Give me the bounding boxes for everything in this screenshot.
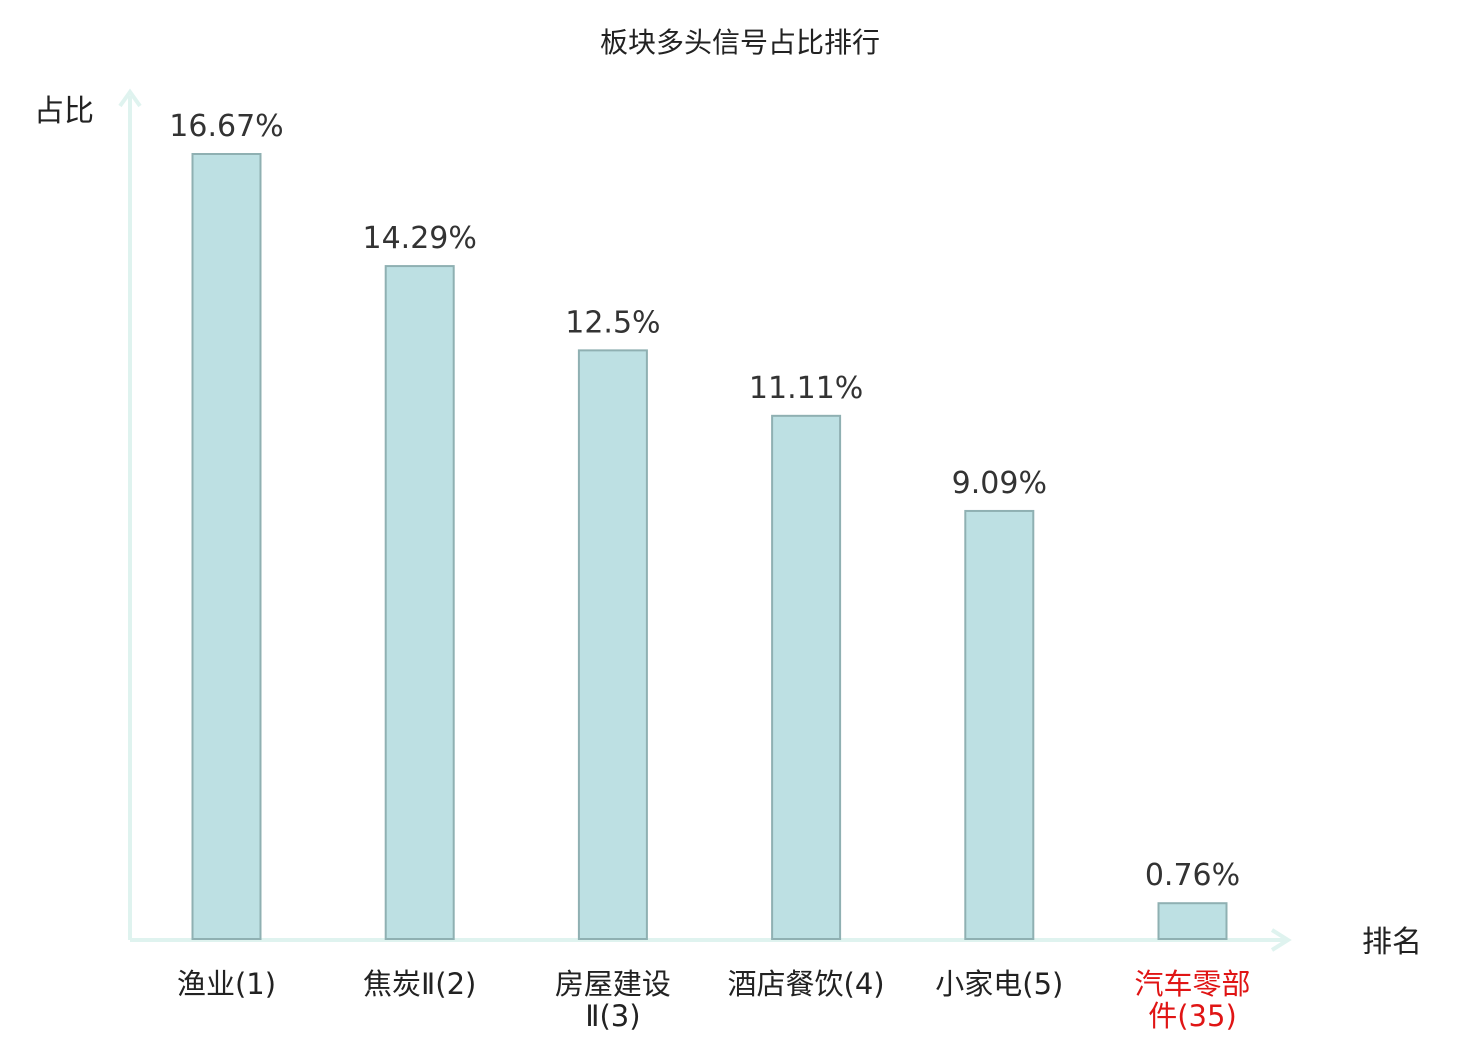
x-axis-label: 排名 [1362,925,1422,960]
bar-3 [577,349,648,940]
x-tick-label-2: 焦炭Ⅱ(2) [363,967,476,1001]
bar-4 [771,414,842,941]
x-tick-label-6-line-1: 汽车零部 [1134,967,1250,1001]
x-tick-label-4: 酒店餐饮(4) [728,967,885,1001]
bar-5 [964,509,1035,940]
x-tick-label-3-line-1: 房屋建设 [555,967,671,1001]
chart-title: 板块多头信号占比排行 [600,26,880,59]
bar-value-label-5: 9.09% [952,466,1047,501]
bar-6 [1157,902,1228,941]
bar-2 [384,265,455,941]
bar-value-label-4: 11.11% [749,371,863,406]
x-tick-label-3-line-2: Ⅱ(3) [585,999,640,1033]
bar-value-label-1: 16.67% [169,109,283,144]
y-axis-label: 占比 [34,94,94,129]
x-tick-label-1: 渔业(1) [177,967,276,1001]
bar-value-label-3: 12.5% [565,305,660,340]
bar-1 [191,153,262,940]
bar-value-label-2: 14.29% [363,221,477,256]
x-tick-label-6-line-2: 件(35) [1148,999,1237,1033]
bar-value-label-6: 0.76% [1145,858,1240,893]
x-tick-label-5: 小家电(5) [935,967,1063,1001]
y-axis-arrow-icon [118,88,142,108]
x-axis-arrow-icon [1270,928,1292,952]
